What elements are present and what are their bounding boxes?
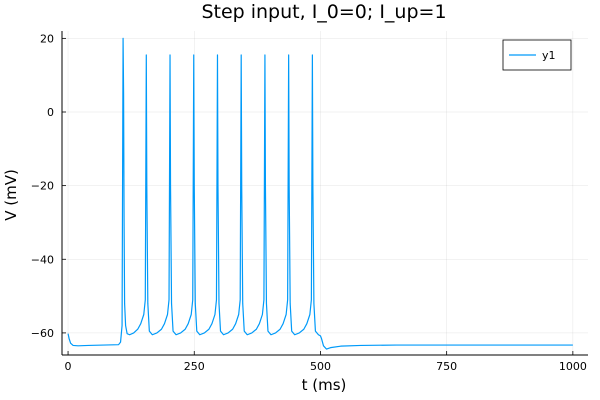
y-tick-label-1: −40 <box>31 253 54 266</box>
x-tick-label-1: 250 <box>184 360 205 373</box>
y-tick-label-0: −60 <box>31 327 54 340</box>
y-tick-label-2: −20 <box>31 180 54 193</box>
grid <box>62 31 588 355</box>
x-tick-label-3: 750 <box>436 360 457 373</box>
series-line-y1 <box>67 37 573 350</box>
x-tick-label-4: 1000 <box>559 360 587 373</box>
axes <box>61 31 588 356</box>
legend-label: y1 <box>542 49 556 62</box>
legend: y1 <box>502 39 572 71</box>
x-tick-label-0: 0 <box>65 360 72 373</box>
y-tick-label-4: 20 <box>40 32 54 45</box>
y-axis-label: V (mV) <box>2 169 20 221</box>
x-axis-label: t (ms) <box>302 376 347 394</box>
y-tick-label-3: 0 <box>47 106 54 119</box>
chart-title: Step input, I_0=0; I_up=1 <box>201 1 446 23</box>
series-layer <box>67 37 573 350</box>
x-tick-label-2: 500 <box>310 360 331 373</box>
ticks: 0 250 500 750 1000 −60 −40 −20 0 20 <box>31 32 587 373</box>
